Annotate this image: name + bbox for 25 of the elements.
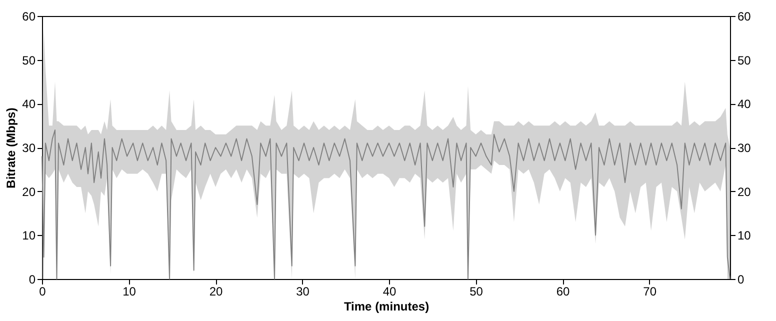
x-tick-label: 60 [556, 284, 570, 298]
y2-tick-label: 0 [738, 272, 744, 286]
y-tick-label: 40 [22, 97, 36, 112]
y-tick-label: 60 [22, 10, 36, 24]
x-tick-label: 70 [643, 284, 657, 298]
x-tick-label: 10 [122, 284, 136, 298]
x-tick-label: 40 [382, 284, 397, 298]
y-tick-label: 50 [22, 53, 36, 68]
y2-tick-label: 40 [738, 97, 752, 112]
x-tick-label: 50 [470, 284, 484, 298]
x-tick-label: 20 [209, 284, 224, 298]
y2-tick-label: 20 [738, 184, 752, 199]
x-tick-label: 0 [39, 284, 46, 298]
y-tick-label: 0 [28, 272, 36, 286]
x-tick-label: 30 [296, 284, 310, 298]
y2-tick-label: 10 [738, 228, 752, 243]
y2-tick-label: 60 [738, 10, 752, 24]
y-axis-title: Bitrate (Mbps) [4, 108, 18, 188]
line-series [42, 129, 730, 280]
y-tick-label: 20 [22, 184, 36, 199]
y-tick-label: 30 [22, 141, 36, 155]
y-tick-label: 10 [22, 228, 36, 243]
y2-tick-label: 50 [738, 53, 752, 68]
x-axis-title: Time (minutes) [344, 300, 430, 314]
y2-tick-label: 30 [738, 141, 752, 155]
